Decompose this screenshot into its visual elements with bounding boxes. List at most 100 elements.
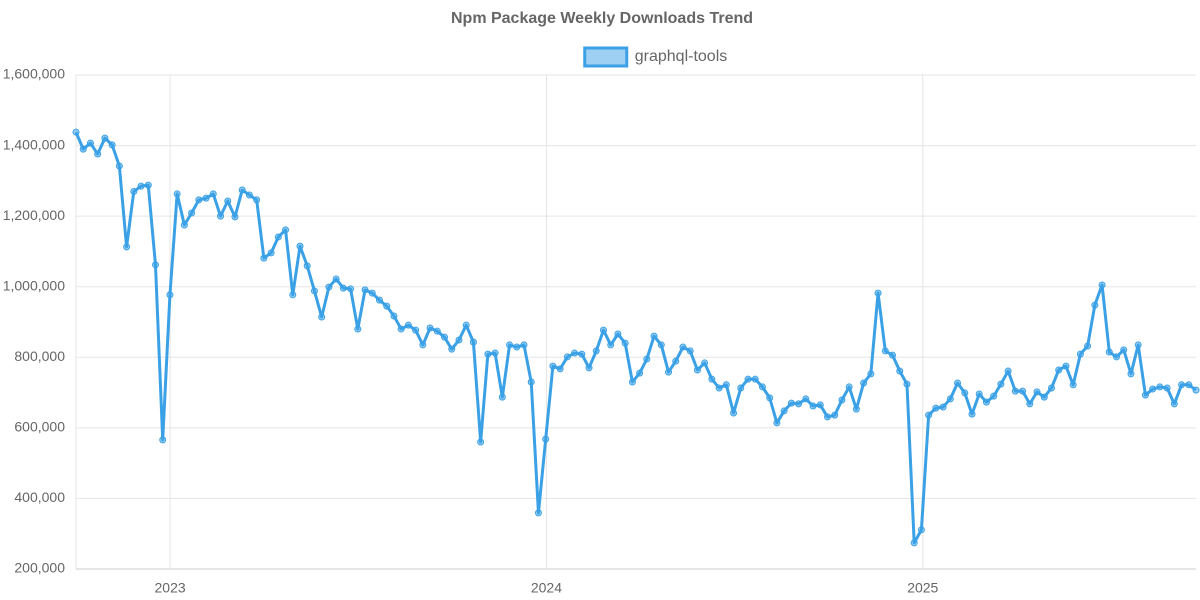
data-point — [910, 539, 918, 547]
data-point — [1055, 366, 1063, 374]
data-point — [412, 326, 420, 334]
data-point — [123, 243, 131, 251]
chart-title: Npm Package Weekly Downloads Trend — [451, 10, 753, 27]
data-point — [997, 380, 1005, 388]
data-point — [578, 350, 586, 358]
data-point — [823, 413, 831, 421]
data-point — [217, 212, 225, 220]
data-point — [209, 190, 217, 198]
data-point — [599, 326, 607, 334]
data-point — [845, 383, 853, 391]
y-tick-label: 1,200,000 — [3, 207, 65, 223]
data-point — [1076, 350, 1084, 358]
data-point — [101, 134, 109, 142]
data-point — [1011, 387, 1019, 395]
data-point — [643, 355, 651, 363]
data-point — [527, 378, 535, 386]
data-point — [397, 325, 405, 333]
data-point — [917, 526, 925, 534]
y-tick-label: 600,000 — [14, 419, 65, 435]
data-point — [693, 366, 701, 374]
data-point — [1105, 348, 1113, 356]
y-tick-label: 400,000 — [14, 489, 65, 505]
data-point — [542, 435, 550, 443]
series-line — [74, 131, 1197, 545]
data-point — [375, 296, 383, 304]
data-point — [79, 145, 87, 153]
data-point — [1033, 388, 1041, 396]
data-point — [426, 324, 434, 332]
data-point — [636, 369, 644, 377]
y-tick-label: 200,000 — [14, 560, 65, 576]
data-point — [188, 209, 196, 217]
data-point — [231, 213, 239, 221]
data-point — [108, 141, 116, 149]
data-point — [816, 401, 824, 409]
data-point — [831, 411, 839, 419]
data-point — [549, 362, 557, 370]
data-point — [1185, 381, 1193, 389]
data-point — [296, 242, 304, 250]
data-point — [838, 396, 846, 404]
data-point — [534, 509, 542, 517]
data-point — [520, 341, 528, 349]
data-point — [939, 403, 947, 411]
data-point — [115, 162, 123, 170]
data-point — [737, 384, 745, 392]
data-point — [441, 333, 449, 341]
data-point — [332, 275, 340, 283]
data-point — [809, 402, 817, 410]
data-point — [318, 313, 326, 321]
data-point — [86, 139, 94, 147]
data-point — [1040, 393, 1048, 401]
data-point — [180, 221, 188, 229]
data-point — [621, 339, 629, 347]
data-point — [1120, 346, 1128, 354]
data-point — [224, 197, 232, 205]
data-point — [881, 347, 889, 355]
data-point — [628, 378, 636, 386]
data-point — [159, 436, 167, 444]
data-point — [303, 262, 311, 270]
data-point — [1163, 384, 1171, 392]
data-point — [354, 325, 362, 333]
legend-label: graphql-tools — [635, 48, 728, 65]
data-point — [506, 341, 514, 349]
data-point — [347, 285, 355, 293]
data-point — [267, 249, 275, 257]
data-point — [715, 384, 723, 392]
legend-swatch — [583, 46, 629, 68]
data-point — [1134, 341, 1142, 349]
data-point — [708, 375, 716, 383]
data-point — [585, 364, 593, 372]
data-point — [1098, 281, 1106, 289]
data-point — [1127, 370, 1135, 378]
data-point — [144, 181, 152, 189]
x-tick-label: 2023 — [155, 580, 186, 596]
data-point — [1178, 381, 1186, 389]
data-point — [679, 343, 687, 351]
y-tick-label: 800,000 — [14, 348, 65, 364]
data-point — [137, 182, 145, 190]
data-point — [852, 405, 860, 413]
data-point — [491, 349, 499, 357]
data-point — [982, 398, 990, 406]
data-point — [1156, 383, 1164, 391]
data-point — [477, 438, 485, 446]
data-point — [889, 351, 897, 359]
data-point — [455, 336, 463, 344]
data-point — [448, 345, 456, 353]
data-point — [289, 291, 297, 299]
data-point — [94, 150, 102, 158]
data-point — [1192, 386, 1200, 394]
data-point — [1047, 384, 1055, 392]
data-point — [498, 393, 506, 401]
data-point — [903, 380, 911, 388]
data-point — [469, 338, 477, 346]
data-point — [795, 400, 803, 408]
data-point — [556, 365, 564, 373]
data-point — [1113, 353, 1121, 361]
data-point — [513, 343, 521, 351]
data-point — [766, 394, 774, 402]
